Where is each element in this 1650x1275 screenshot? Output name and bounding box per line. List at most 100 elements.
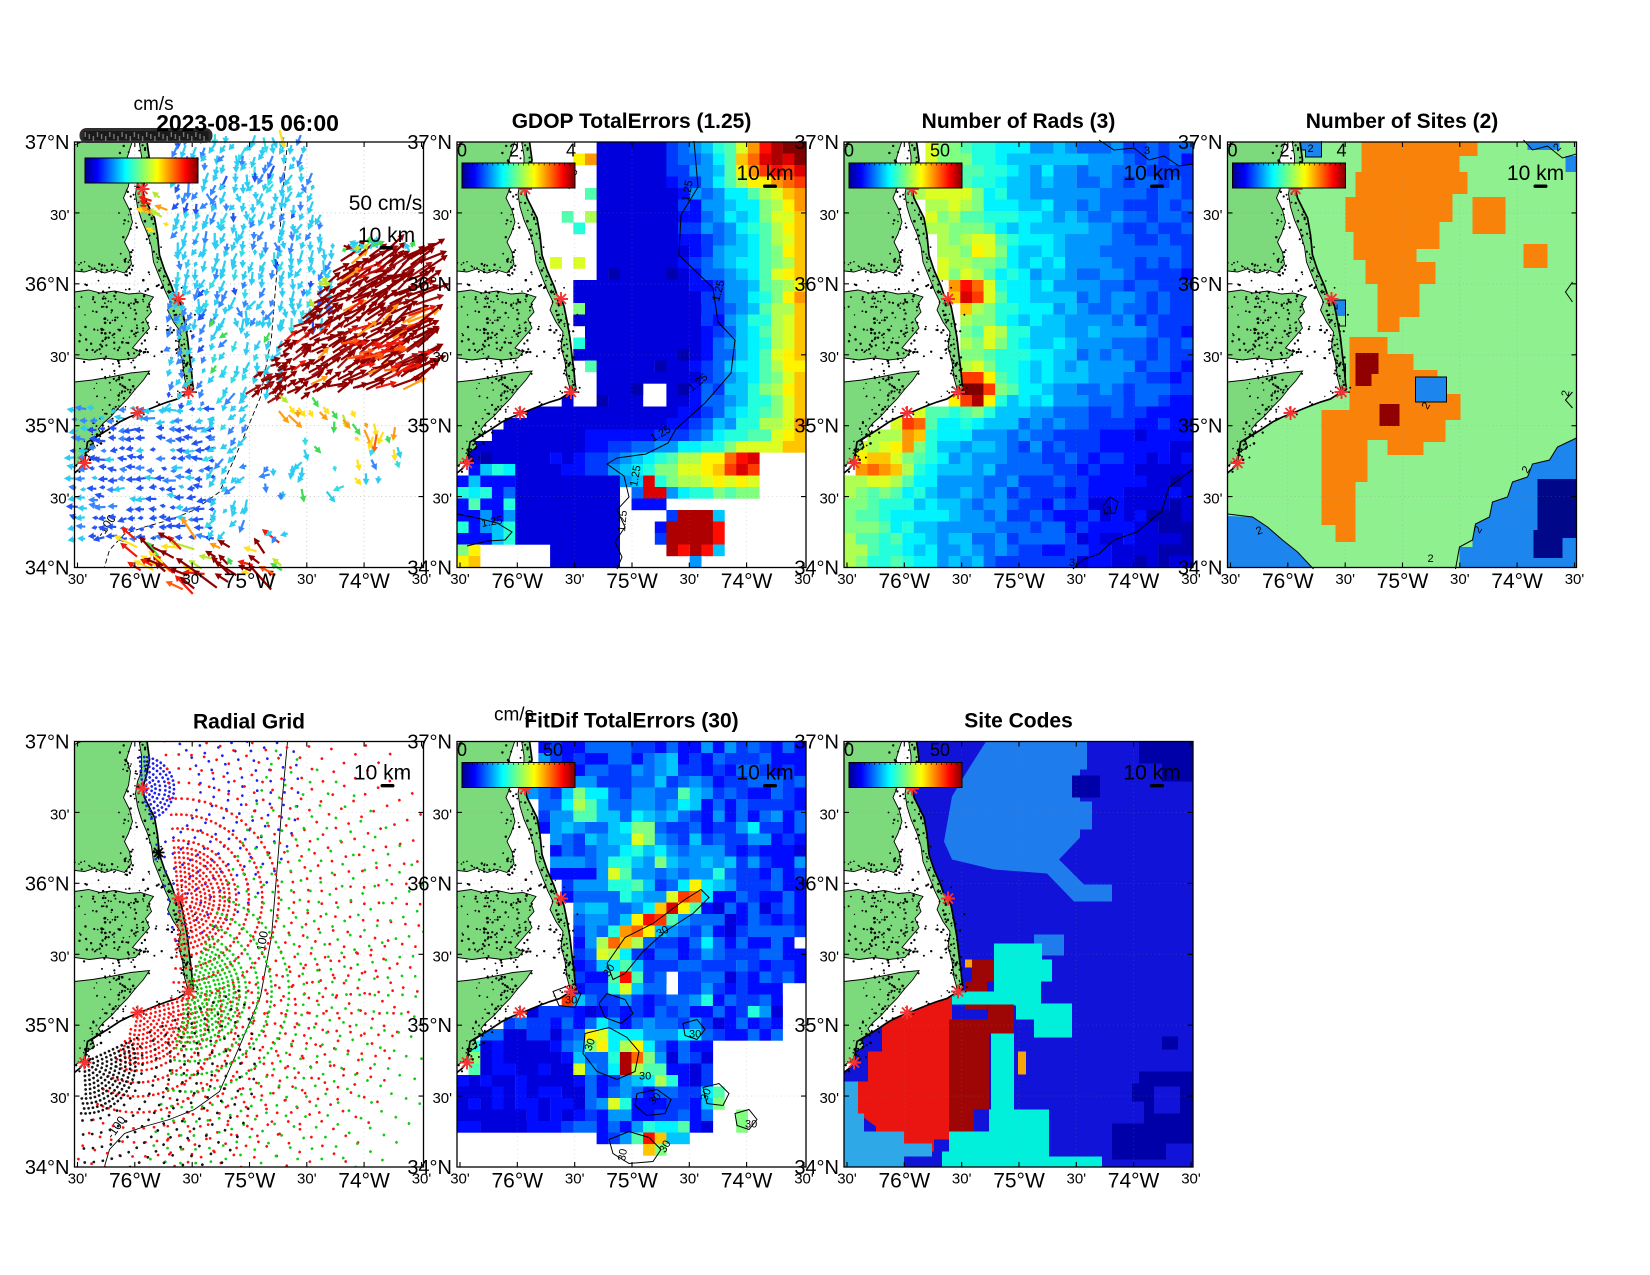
svg-text:30': 30' <box>450 1171 470 1188</box>
svg-text:30': 30' <box>412 1171 432 1188</box>
svg-text:30': 30' <box>1203 349 1223 366</box>
svg-text:35°N: 35°N <box>1178 416 1223 438</box>
svg-text:10 km: 10 km <box>358 224 415 247</box>
svg-text:30': 30' <box>50 349 70 366</box>
svg-text:75°W: 75°W <box>993 570 1045 593</box>
svg-text:10 km: 10 km <box>354 762 411 785</box>
svg-text:30': 30' <box>1067 1171 1087 1188</box>
svg-text:2: 2 <box>1420 400 1433 411</box>
svg-text:75°W: 75°W <box>993 1170 1045 1193</box>
svg-text:30': 30' <box>432 491 452 508</box>
svg-text:30': 30' <box>432 1090 452 1107</box>
svg-text:2: 2 <box>1520 464 1533 475</box>
svg-text:1.25: 1.25 <box>480 514 503 530</box>
svg-text:37°N: 37°N <box>794 732 839 754</box>
svg-text:30': 30' <box>952 571 972 588</box>
svg-text:30': 30' <box>1181 571 1201 588</box>
svg-text:37°N: 37°N <box>407 132 452 154</box>
svg-text:34°N: 34°N <box>1178 558 1223 580</box>
svg-text:30': 30' <box>182 1171 202 1188</box>
svg-text:cm/s: cm/s <box>134 94 174 115</box>
svg-text:2: 2 <box>1560 389 1573 397</box>
svg-text:34°N: 34°N <box>25 558 70 580</box>
svg-text:30: 30 <box>639 1071 651 1083</box>
svg-text:30': 30' <box>1067 571 1087 588</box>
svg-text:36°N: 36°N <box>1178 274 1223 296</box>
svg-text:74°W: 74°W <box>1108 1170 1160 1193</box>
svg-text:50: 50 <box>543 740 563 760</box>
svg-text:37°N: 37°N <box>25 732 70 754</box>
svg-text:74°W: 74°W <box>721 570 773 593</box>
svg-text:2: 2 <box>1279 141 1289 161</box>
svg-text:30': 30' <box>1203 207 1223 224</box>
svg-text:36°N: 36°N <box>794 873 839 895</box>
svg-text:30': 30' <box>1221 571 1241 588</box>
svg-text:30': 30' <box>50 207 70 224</box>
svg-text:76°W: 76°W <box>109 1170 161 1193</box>
svg-text:30: 30 <box>583 1037 598 1053</box>
svg-text:FitDif TotalErrors (30): FitDif TotalErrors (30) <box>524 710 738 733</box>
svg-text:35°N: 35°N <box>407 1015 452 1037</box>
svg-text:30': 30' <box>412 571 432 588</box>
svg-text:30': 30' <box>50 806 70 823</box>
svg-text:30: 30 <box>745 1119 757 1131</box>
svg-text:37°N: 37°N <box>407 732 452 754</box>
svg-text:10 km: 10 km <box>1123 762 1180 785</box>
svg-text:2: 2 <box>1254 524 1264 537</box>
svg-text:30': 30' <box>819 806 839 823</box>
svg-text:30': 30' <box>182 571 202 588</box>
svg-text:36°N: 36°N <box>407 274 452 296</box>
svg-text:30': 30' <box>952 1171 972 1188</box>
svg-text:76°W: 76°W <box>879 570 931 593</box>
svg-text:0: 0 <box>844 740 854 760</box>
svg-text:36°N: 36°N <box>25 274 70 296</box>
svg-text:30': 30' <box>432 349 452 366</box>
svg-text:30: 30 <box>657 1138 674 1155</box>
svg-text:0: 0 <box>457 740 467 760</box>
svg-text:35°N: 35°N <box>25 1015 70 1037</box>
svg-text:10 km: 10 km <box>1123 162 1180 185</box>
svg-text:34°N: 34°N <box>407 558 452 580</box>
svg-text:36°N: 36°N <box>25 873 70 895</box>
svg-text:2: 2 <box>1428 553 1434 565</box>
svg-text:74°W: 74°W <box>721 1170 773 1193</box>
svg-text:30': 30' <box>50 948 70 965</box>
svg-text:34°N: 34°N <box>794 558 839 580</box>
svg-text:30': 30' <box>819 948 839 965</box>
svg-text:GDOP TotalErrors (1.25): GDOP TotalErrors (1.25) <box>512 110 752 133</box>
svg-text:30': 30' <box>794 571 814 588</box>
svg-text:2: 2 <box>509 141 519 161</box>
svg-text:30': 30' <box>680 571 700 588</box>
svg-text:30': 30' <box>1203 491 1223 508</box>
svg-text:0: 0 <box>1227 141 1237 161</box>
svg-text:30': 30' <box>1450 571 1470 588</box>
svg-text:cm/s: cm/s <box>494 705 534 726</box>
svg-text:76°W: 76°W <box>492 1170 544 1193</box>
svg-text:76°W: 76°W <box>879 1170 931 1193</box>
svg-text:75°W: 75°W <box>224 1170 276 1193</box>
svg-text:34°N: 34°N <box>25 1157 70 1179</box>
svg-text:30': 30' <box>565 571 585 588</box>
svg-text:30': 30' <box>837 1171 857 1188</box>
svg-text:30': 30' <box>50 491 70 508</box>
svg-text:30: 30 <box>655 924 672 941</box>
svg-text:75°W: 75°W <box>606 570 658 593</box>
svg-text:35°N: 35°N <box>794 416 839 438</box>
svg-text:30': 30' <box>50 1090 70 1107</box>
svg-text:30': 30' <box>450 571 470 588</box>
svg-text:30': 30' <box>1181 1171 1201 1188</box>
svg-text:Number of Sites (2): Number of Sites (2) <box>1306 110 1499 133</box>
svg-text:100: 100 <box>254 930 271 952</box>
svg-text:75°W: 75°W <box>606 1170 658 1193</box>
svg-text:30': 30' <box>432 207 452 224</box>
svg-text:30': 30' <box>819 207 839 224</box>
svg-text:Site Codes: Site Codes <box>964 710 1073 733</box>
svg-text:50: 50 <box>930 740 950 760</box>
svg-text:37°N: 37°N <box>25 132 70 154</box>
svg-text:76°W: 76°W <box>109 570 161 593</box>
svg-text:35°N: 35°N <box>25 416 70 438</box>
svg-text:0: 0 <box>844 141 854 161</box>
svg-text:1.25: 1.25 <box>710 279 727 303</box>
svg-text:35°N: 35°N <box>794 1015 839 1037</box>
svg-text:3: 3 <box>1144 145 1150 157</box>
